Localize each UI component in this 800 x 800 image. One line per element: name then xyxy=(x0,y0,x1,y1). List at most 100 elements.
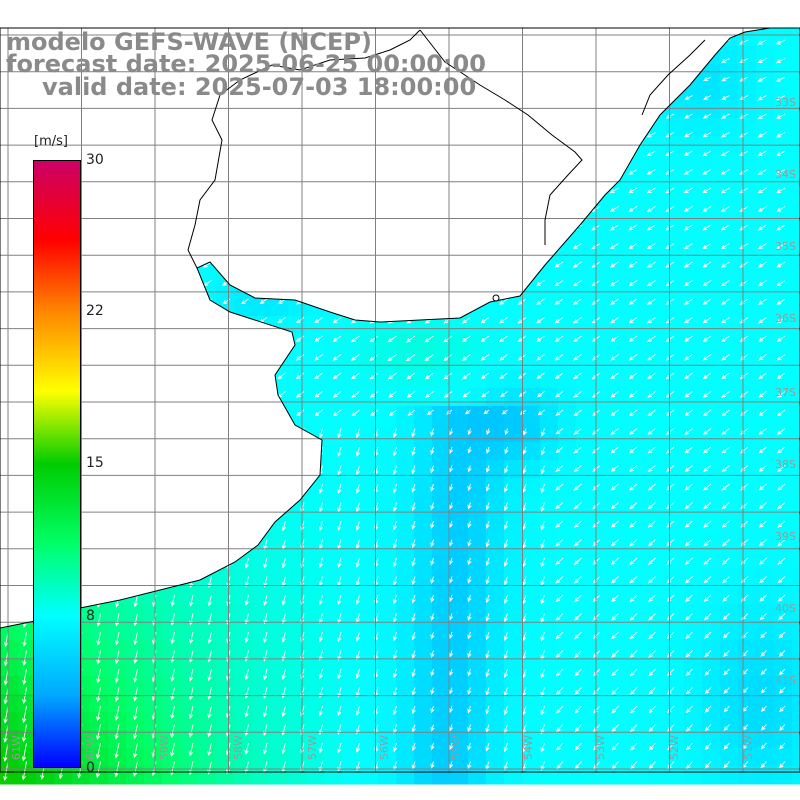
wind-speed-cell xyxy=(414,766,433,785)
wind-arrow xyxy=(702,354,712,361)
wind-speed-cell xyxy=(558,460,577,479)
wind-speed-cell xyxy=(216,694,235,713)
wind-speed-cell xyxy=(540,28,559,47)
wind-speed-cell xyxy=(720,82,739,101)
wind-speed-cell xyxy=(378,550,397,569)
wind-speed-cell xyxy=(738,280,757,299)
wind-arrow xyxy=(17,280,27,287)
wind-speed-cell xyxy=(594,82,613,101)
wind-speed-cell xyxy=(756,622,775,641)
wind-speed-cell xyxy=(594,64,613,83)
wind-arrow xyxy=(648,705,656,714)
wind-arrow xyxy=(425,391,434,398)
wind-speed-cell xyxy=(630,388,649,407)
wind-speed-cell xyxy=(612,316,631,335)
wind-speed-cell xyxy=(630,28,649,47)
wind-speed-cell xyxy=(792,766,800,785)
wind-speed-cell xyxy=(144,388,163,407)
wind-speed-cell xyxy=(306,100,325,119)
wind-arrow xyxy=(165,261,175,268)
wind-speed-cell xyxy=(216,172,235,191)
wind-arrow xyxy=(184,317,194,324)
wind-arrow xyxy=(133,594,138,608)
wind-speed-cell xyxy=(558,586,577,605)
wind-speed-cell xyxy=(324,676,343,695)
wind-arrow xyxy=(573,298,582,305)
wind-arrow xyxy=(537,409,545,416)
wind-arrow xyxy=(464,409,471,415)
wind-arrow xyxy=(722,576,730,584)
wind-speed-cell xyxy=(486,190,505,209)
wind-arrow xyxy=(128,187,138,194)
wind-arrow xyxy=(611,613,619,621)
wind-arrow xyxy=(0,132,9,138)
wind-speed-cell xyxy=(0,640,19,659)
wind-speed-cell xyxy=(162,298,181,317)
wind-arrow xyxy=(22,705,27,724)
wind-speed-cell xyxy=(594,568,613,587)
wind-speed-cell xyxy=(432,154,451,173)
wind-speed-cell xyxy=(342,208,361,227)
wind-arrow xyxy=(411,520,416,530)
wind-speed-cell xyxy=(702,82,721,101)
wind-speed-cell xyxy=(756,262,775,281)
wind-arrow xyxy=(17,132,27,138)
wind-speed-cell xyxy=(162,604,181,623)
wind-speed-cell xyxy=(720,532,739,551)
lagoon-outline xyxy=(641,39,706,116)
wind-arrow xyxy=(572,187,582,194)
wind-arrow xyxy=(760,631,767,639)
wind-arrow xyxy=(244,428,250,439)
wind-speed-cell xyxy=(774,478,793,497)
wind-speed-cell xyxy=(216,550,235,569)
wind-speed-cell xyxy=(486,496,505,515)
wind-arrow xyxy=(684,372,693,380)
wind-arrow xyxy=(207,742,212,757)
wind-speed-cell xyxy=(396,280,415,299)
wind-arrow xyxy=(573,483,582,491)
wind-arrow xyxy=(17,169,27,175)
wind-speed-cell xyxy=(522,244,541,263)
wind-speed-cell xyxy=(198,352,217,371)
wind-speed-cell xyxy=(450,118,469,137)
wind-speed-cell xyxy=(414,532,433,551)
wind-arrow xyxy=(165,169,175,175)
wind-speed-cell xyxy=(378,154,397,173)
wind-speed-cell xyxy=(180,190,199,209)
wind-arrow xyxy=(684,317,693,324)
wind-arrow xyxy=(684,113,693,119)
wind-arrow xyxy=(720,261,730,268)
wind-arrow xyxy=(449,742,454,751)
wind-speed-cell xyxy=(684,586,703,605)
wind-arrow xyxy=(258,354,268,361)
wind-speed-cell xyxy=(216,658,235,677)
wind-speed-cell xyxy=(414,208,433,227)
wind-speed-cell xyxy=(648,244,667,263)
wind-arrow xyxy=(703,483,712,491)
wind-arrow xyxy=(240,317,249,323)
wind-speed-cell xyxy=(288,154,307,173)
wind-speed-cell xyxy=(756,460,775,479)
wind-arrow xyxy=(757,169,767,175)
wind-arrow xyxy=(461,187,471,194)
wind-arrow xyxy=(574,742,582,751)
wind-arrow xyxy=(166,317,175,324)
wind-arrow xyxy=(152,557,157,570)
wind-arrow xyxy=(387,298,397,305)
wind-speed-cell xyxy=(180,532,199,551)
wind-speed-cell xyxy=(702,496,721,515)
wind-speed-cell xyxy=(108,280,127,299)
wind-speed-cell xyxy=(252,748,271,767)
wind-arrow xyxy=(152,520,157,533)
wind-arrow xyxy=(759,576,767,584)
wind-speed-cell xyxy=(720,280,739,299)
wind-speed-cell xyxy=(252,622,271,641)
wind-speed-cell xyxy=(702,298,721,317)
wind-speed-cell xyxy=(378,766,397,785)
wind-speed-cell xyxy=(594,766,613,785)
wind-speed-cell xyxy=(216,280,235,299)
wind-arrow xyxy=(499,354,508,361)
wind-speed-cell xyxy=(468,100,487,119)
wind-arrow xyxy=(775,76,786,82)
